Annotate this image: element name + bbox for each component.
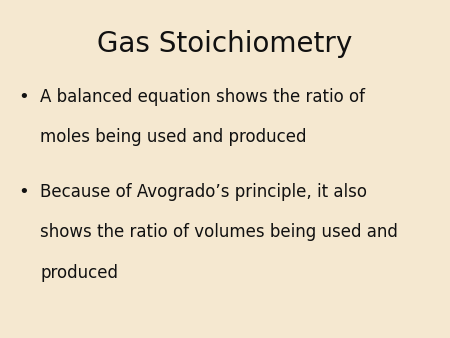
Text: shows the ratio of volumes being used and: shows the ratio of volumes being used an… [40,223,398,241]
Text: Because of Avogrado’s principle, it also: Because of Avogrado’s principle, it also [40,183,368,200]
Text: Gas Stoichiometry: Gas Stoichiometry [97,30,353,58]
Text: •: • [18,88,29,106]
Text: •: • [18,183,29,200]
Text: moles being used and produced: moles being used and produced [40,128,307,146]
Text: A balanced equation shows the ratio of: A balanced equation shows the ratio of [40,88,365,106]
Text: produced: produced [40,264,118,282]
